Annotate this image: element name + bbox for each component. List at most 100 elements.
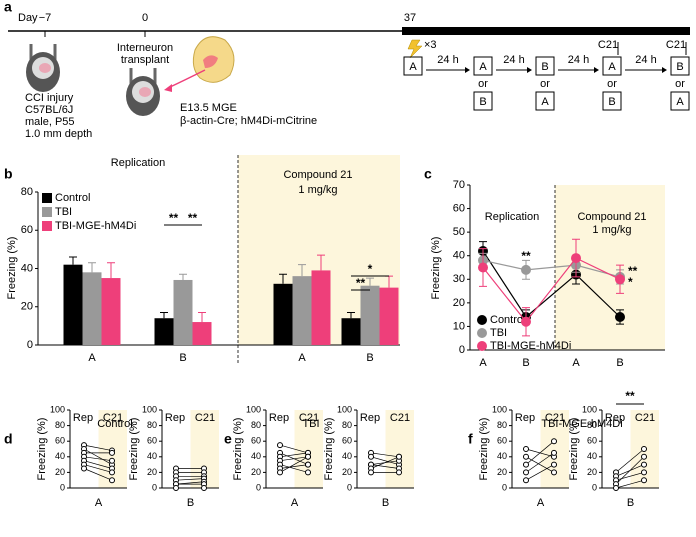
pair-line bbox=[279, 452, 309, 458]
error-bar bbox=[88, 262, 96, 273]
point bbox=[615, 274, 625, 285]
pair-point bbox=[641, 477, 647, 484]
condition-label: Rep bbox=[515, 412, 535, 424]
significance-label: * bbox=[628, 275, 633, 289]
error-bar bbox=[198, 311, 206, 323]
y-tick-label: 20 bbox=[55, 467, 65, 477]
or-label: or bbox=[478, 78, 488, 90]
panel-label: e bbox=[224, 431, 232, 447]
y-tick-label: 100 bbox=[50, 404, 65, 414]
y-tick-label: 100 bbox=[142, 404, 157, 414]
pair-point bbox=[523, 453, 529, 460]
pair-point bbox=[173, 485, 179, 491]
pair-point bbox=[613, 485, 619, 491]
pair-line bbox=[175, 481, 205, 485]
y-tick-label: 20 bbox=[21, 301, 33, 313]
significance-label: ** bbox=[628, 264, 638, 278]
point bbox=[521, 264, 531, 275]
pair-point bbox=[305, 469, 311, 476]
pair-point bbox=[641, 461, 647, 468]
y-tick-label: 40 bbox=[21, 262, 33, 274]
bar bbox=[311, 270, 331, 345]
pair-line bbox=[83, 456, 113, 462]
pair-point bbox=[641, 446, 647, 452]
pair-line bbox=[615, 448, 645, 473]
series-line bbox=[482, 259, 621, 278]
or-label: or bbox=[540, 78, 550, 90]
condition-label: C21 bbox=[103, 412, 123, 424]
arrowhead bbox=[594, 67, 599, 73]
y-tick-label: 80 bbox=[21, 186, 33, 198]
pair-point bbox=[277, 469, 283, 476]
condition-label: Rep bbox=[269, 412, 289, 424]
y-axis-label: Freezing (%) bbox=[36, 418, 48, 481]
pair-line bbox=[370, 456, 400, 465]
x-tick-label: B bbox=[179, 352, 186, 364]
pair-line bbox=[83, 464, 113, 473]
lesion bbox=[39, 63, 51, 73]
day-label: Day bbox=[18, 12, 38, 24]
y-tick-label: 100 bbox=[337, 404, 352, 414]
y-tick-label: 60 bbox=[251, 436, 261, 446]
transplant-text: transplant bbox=[121, 54, 169, 66]
pair-point bbox=[201, 485, 207, 491]
y-tick-label: 20 bbox=[453, 297, 465, 309]
repeat-label: ×3 bbox=[424, 39, 437, 51]
bar bbox=[192, 322, 212, 345]
interval-label: 24 h bbox=[635, 54, 656, 66]
pair-line bbox=[615, 479, 645, 489]
y-tick-label: 60 bbox=[147, 436, 157, 446]
pair-point bbox=[396, 469, 402, 476]
pair-point bbox=[523, 469, 529, 476]
condition-label: Rep bbox=[360, 412, 380, 424]
condition-label: C21 bbox=[195, 412, 215, 424]
section-label: Replication bbox=[485, 211, 539, 223]
y-tick-label: 60 bbox=[497, 436, 507, 446]
arrowhead bbox=[465, 67, 470, 73]
pair-line bbox=[615, 472, 645, 481]
pair-line bbox=[525, 464, 555, 481]
legend-label: Control bbox=[55, 192, 90, 204]
bar bbox=[101, 278, 121, 345]
y-tick-label: 0 bbox=[256, 482, 261, 492]
y-tick-label: 50 bbox=[453, 226, 465, 238]
pair-line bbox=[279, 456, 309, 473]
y-tick-label: 40 bbox=[342, 451, 352, 461]
error-bar bbox=[107, 262, 115, 279]
error-bar bbox=[160, 311, 168, 319]
condition-label: Rep bbox=[165, 412, 185, 424]
bar bbox=[173, 279, 193, 345]
x-label: A bbox=[537, 497, 545, 509]
pair-point bbox=[551, 438, 557, 445]
pair-point bbox=[551, 469, 557, 476]
section-sublabel: 1 mg/kg bbox=[298, 184, 337, 196]
session-box bbox=[670, 91, 690, 111]
legend-label: TBI-MGE-hM4Di bbox=[55, 220, 136, 232]
session-label: A bbox=[608, 61, 616, 73]
pair-line bbox=[279, 444, 309, 454]
legend-marker bbox=[477, 315, 487, 325]
error-bar bbox=[279, 273, 287, 284]
legend-swatch bbox=[42, 193, 52, 203]
x-tick-label: A bbox=[479, 357, 487, 369]
point bbox=[521, 316, 531, 327]
y-tick-label: 40 bbox=[587, 451, 597, 461]
session-box bbox=[602, 56, 622, 76]
y-tick-label: 0 bbox=[459, 344, 465, 356]
y-tick-label: 80 bbox=[587, 420, 597, 430]
x-tick-label: A bbox=[88, 352, 96, 364]
y-tick-label: 0 bbox=[60, 482, 65, 492]
y-tick-label: 100 bbox=[582, 404, 597, 414]
significance-label: ** bbox=[169, 211, 179, 225]
series-line bbox=[482, 250, 621, 318]
y-axis-label: Freezing (%) bbox=[430, 237, 442, 300]
y-tick-label: 80 bbox=[55, 420, 65, 430]
legend-marker bbox=[477, 328, 487, 338]
mge-text: E13.5 MGE bbox=[180, 102, 237, 114]
lesion bbox=[139, 87, 151, 97]
condition-label: C21 bbox=[545, 412, 565, 424]
condition-label: C21 bbox=[390, 412, 410, 424]
y-tick-label: 0 bbox=[152, 482, 157, 492]
y-tick-label: 40 bbox=[147, 451, 157, 461]
